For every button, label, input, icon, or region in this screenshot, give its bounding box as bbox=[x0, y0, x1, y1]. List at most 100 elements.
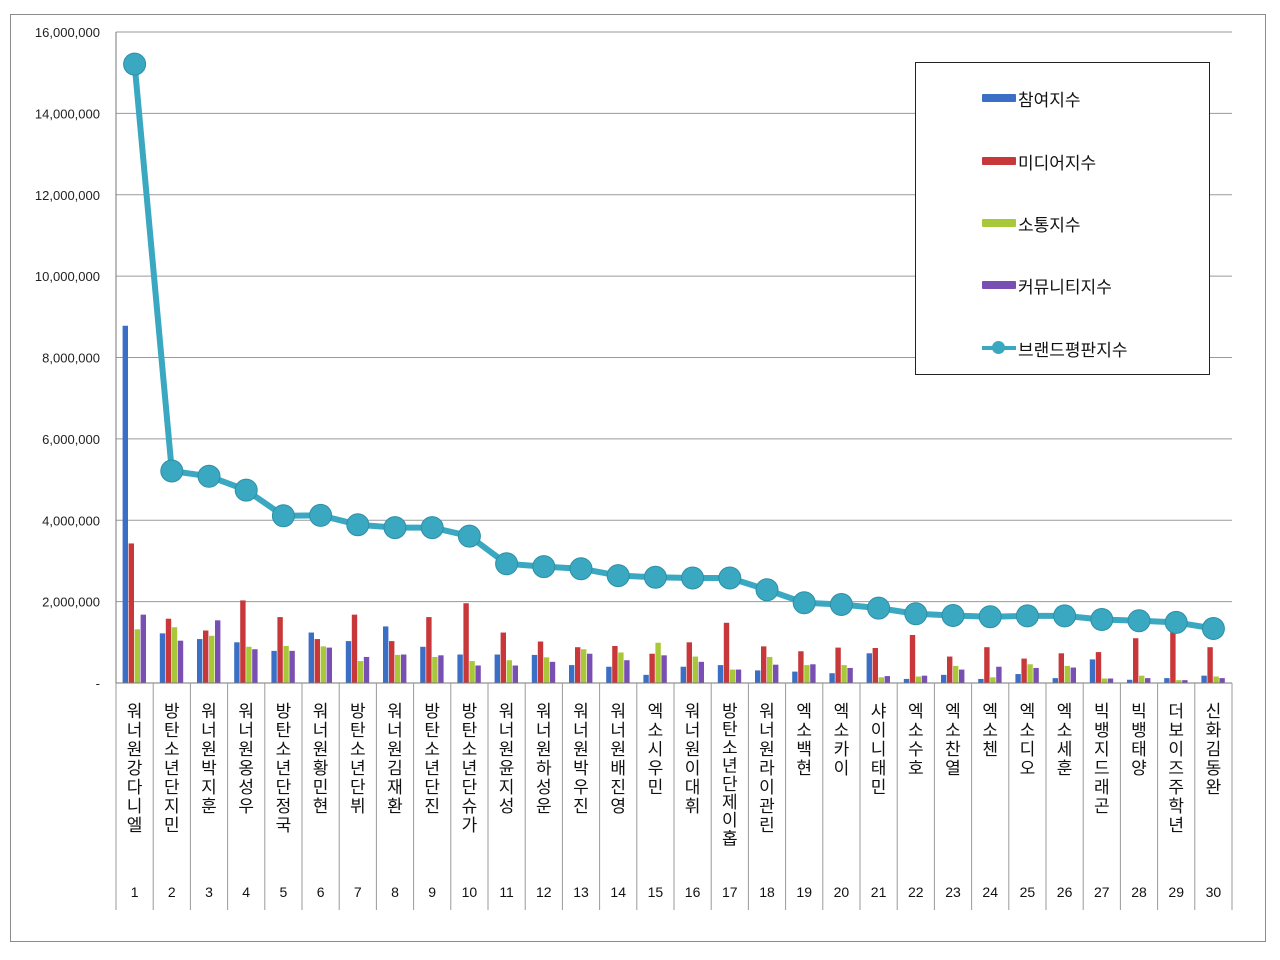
bar bbox=[475, 665, 481, 683]
bar bbox=[643, 674, 649, 683]
bar bbox=[389, 641, 395, 683]
category-label-char: 뱅 bbox=[1094, 721, 1110, 741]
bar bbox=[289, 650, 295, 683]
category-label-char: 이 bbox=[871, 721, 887, 741]
legend-item-media: 미디어지수 bbox=[982, 146, 1096, 176]
category-label-char: 원 bbox=[573, 740, 589, 760]
category-rank: 15 bbox=[648, 884, 664, 900]
bar bbox=[395, 654, 401, 683]
bar bbox=[575, 647, 581, 683]
data-point bbox=[495, 552, 519, 576]
bar bbox=[1176, 680, 1182, 683]
legend-swatch bbox=[982, 281, 1016, 289]
category-label-char: 엑 bbox=[834, 702, 850, 722]
bar bbox=[915, 676, 922, 683]
category-rank: 25 bbox=[1020, 884, 1036, 900]
category-label-char: 디 bbox=[1020, 740, 1036, 760]
category-rank: 22 bbox=[908, 884, 924, 900]
category-rank: 19 bbox=[796, 884, 812, 900]
category-label-char: 훈 bbox=[201, 797, 217, 817]
category-label-char: 박 bbox=[573, 759, 589, 779]
category-label-char: 엑 bbox=[648, 702, 664, 722]
bar bbox=[159, 633, 166, 683]
bar bbox=[357, 661, 364, 683]
bar bbox=[1182, 680, 1188, 683]
category-label-char: 뷔 bbox=[350, 797, 366, 817]
category-label-char: 워 bbox=[536, 702, 552, 722]
bar bbox=[506, 660, 512, 683]
category-label-char: 성 bbox=[499, 797, 515, 817]
category-label-char: 방 bbox=[276, 702, 292, 722]
category-label-char: 년 bbox=[424, 759, 440, 779]
category-label-char: 소 bbox=[648, 721, 664, 741]
data-point bbox=[160, 459, 184, 483]
bar bbox=[773, 664, 779, 683]
category-label-char: 호 bbox=[908, 759, 924, 779]
category-rank: 1 bbox=[131, 884, 139, 900]
bar bbox=[463, 603, 469, 683]
bar bbox=[829, 673, 835, 683]
category-label-char: 진 bbox=[610, 778, 626, 798]
bar bbox=[197, 639, 203, 683]
category-rank: 20 bbox=[834, 884, 850, 900]
category-label-char: 슈 bbox=[462, 797, 478, 817]
bar bbox=[209, 635, 215, 683]
category-label-char: 드 bbox=[1094, 759, 1110, 779]
bar bbox=[698, 661, 704, 683]
category-label-char: 민 bbox=[648, 778, 664, 798]
bar bbox=[215, 620, 221, 683]
category-label-char: 원 bbox=[685, 740, 701, 760]
category-label-char: 엑 bbox=[945, 702, 961, 722]
data-point bbox=[978, 605, 1002, 629]
legend-item-participation: 참여지수 bbox=[982, 83, 1081, 113]
category-label-char: 소 bbox=[796, 721, 812, 741]
bar bbox=[903, 678, 910, 683]
bar bbox=[921, 675, 928, 683]
category-label-char: 김 bbox=[1206, 740, 1222, 760]
category-label-char: 정 bbox=[276, 797, 292, 817]
bar bbox=[1170, 625, 1176, 683]
bar bbox=[692, 656, 698, 683]
category-label-char: 단 bbox=[722, 775, 738, 795]
data-point bbox=[1201, 617, 1225, 640]
category-label-char: 다 bbox=[127, 778, 143, 798]
category-label-char: 지 bbox=[201, 778, 217, 798]
category-rank: 18 bbox=[759, 884, 775, 900]
bar bbox=[426, 617, 432, 683]
bar bbox=[252, 649, 258, 683]
y-tick-label: 10,000,000 bbox=[35, 269, 100, 284]
y-tick-label: 16,000,000 bbox=[35, 25, 100, 40]
bar bbox=[240, 600, 246, 683]
data-point bbox=[271, 504, 295, 528]
bar-series bbox=[122, 325, 1225, 683]
bar bbox=[587, 653, 593, 683]
data-point bbox=[197, 464, 221, 488]
data-point bbox=[1015, 604, 1039, 628]
data-point bbox=[792, 591, 816, 615]
legend-label: 미디어지수 bbox=[1018, 153, 1097, 174]
bar bbox=[537, 641, 544, 683]
y-tick-label: 4,000,000 bbox=[42, 513, 100, 528]
category-label-char: 카 bbox=[834, 740, 850, 760]
bar bbox=[792, 671, 798, 683]
category-label-char: 지 bbox=[164, 797, 180, 817]
bar bbox=[872, 648, 878, 683]
category-label-char: 탄 bbox=[164, 721, 180, 741]
data-point bbox=[346, 513, 370, 537]
bar bbox=[1133, 638, 1139, 683]
bar bbox=[755, 670, 761, 683]
bar bbox=[606, 666, 612, 683]
legend-line-marker bbox=[982, 341, 1016, 354]
category-rank: 26 bbox=[1057, 884, 1073, 900]
bar bbox=[1164, 678, 1170, 683]
bar bbox=[531, 654, 538, 683]
bar bbox=[165, 618, 172, 683]
bar bbox=[1127, 679, 1133, 683]
bar bbox=[1219, 678, 1225, 683]
category-label-char: 방 bbox=[424, 702, 440, 722]
bar bbox=[655, 642, 661, 683]
category-rank: 13 bbox=[573, 884, 589, 900]
bar bbox=[122, 325, 128, 683]
category-label-char: 성 bbox=[536, 778, 552, 798]
category-rank: 3 bbox=[205, 884, 213, 900]
